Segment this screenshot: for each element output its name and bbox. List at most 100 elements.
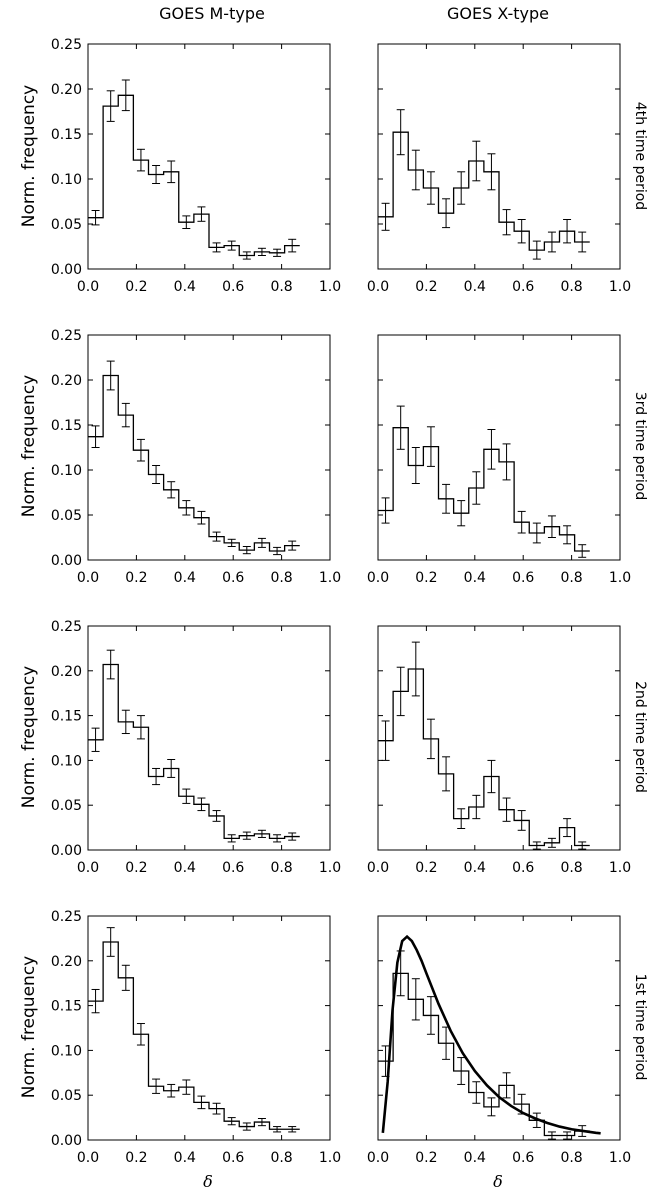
error-bar	[182, 500, 191, 516]
axes-frame	[87, 43, 331, 270]
error-bar	[227, 538, 236, 547]
error-bar	[502, 443, 511, 481]
error-bar	[517, 219, 526, 244]
column-title-m-type: GOES M-type	[159, 4, 265, 23]
error-bar	[396, 405, 405, 450]
xlabel-left: δ	[203, 1172, 213, 1191]
x-tick-label: 0.0	[77, 570, 99, 586]
y-tick-label: 0.20	[51, 82, 82, 98]
error-bar	[227, 240, 236, 251]
ylabel-row-3: Norm. frequency	[19, 666, 39, 808]
x-tick-label: 0.8	[560, 1150, 582, 1166]
error-bar	[257, 829, 266, 838]
error-bar	[487, 1097, 496, 1117]
x-tick-label: 0.8	[270, 860, 292, 876]
panel-7: 0.0 0.2 0.4 0.6 0.8 1.0 0.00 0.05 0.10 0.15 0.20 0.…	[51, 909, 341, 1166]
y-tick-label: 0.05	[51, 798, 82, 814]
x-tick-label: 0.2	[125, 279, 147, 295]
error-bar	[547, 837, 556, 848]
x-tick-label: 1.0	[609, 279, 631, 295]
error-bar	[411, 978, 420, 1021]
axes-frame	[377, 43, 621, 270]
error-bar	[502, 209, 511, 236]
axes-frame	[377, 625, 621, 851]
x-tick-label: 0.8	[270, 279, 292, 295]
x-tick-label: 0.0	[77, 279, 99, 295]
error-bar	[273, 546, 282, 556]
error-bar	[442, 756, 451, 792]
histogram-step	[378, 668, 590, 847]
y-tick-label: 0.05	[51, 508, 82, 524]
error-bar	[91, 988, 100, 1014]
error-bar	[152, 767, 161, 786]
axes-frame	[377, 915, 621, 1141]
error-bar	[442, 483, 451, 514]
ylabel-row-1: Norm. frequency	[19, 85, 39, 227]
x-tick-label: 0.2	[415, 1150, 437, 1166]
x-tick-label: 0.6	[222, 1150, 244, 1166]
x-tick-label: 0.6	[512, 860, 534, 876]
error-bar	[487, 429, 496, 470]
error-bar	[517, 510, 526, 534]
fit-curve	[381, 934, 601, 1135]
x-tick-label: 1.0	[609, 570, 631, 586]
error-bar	[578, 841, 587, 850]
error-bar	[273, 248, 282, 257]
error-bar	[212, 1102, 221, 1115]
error-bar	[121, 709, 130, 735]
panels: 0.0 0.2 0.4 0.6 0.8 1.0 0.00 0.05 0.10 0.15 0.20 0.…	[51, 37, 631, 1166]
error-bar	[487, 153, 496, 191]
error-bar	[411, 641, 420, 697]
error-bar	[396, 666, 405, 717]
x-tick-label: 0.0	[367, 860, 389, 876]
error-bar	[532, 522, 541, 544]
error-bar	[242, 1122, 251, 1131]
error-bar	[381, 497, 390, 524]
error-bar	[152, 165, 161, 184]
error-bar	[167, 759, 176, 778]
axes-frame	[87, 915, 331, 1141]
error-bar	[167, 481, 176, 499]
error-bar	[288, 1126, 297, 1133]
x-tick-label: 0.8	[270, 1150, 292, 1166]
panel-1: 0.0 0.2 0.4 0.6 0.8 1.0 0.00 0.05 0.10 0.15 0.20 0.…	[51, 37, 341, 295]
x-tick-label: 1.0	[319, 1150, 341, 1166]
error-bar	[457, 808, 466, 829]
y-tick-label: 0.25	[51, 619, 82, 635]
error-bar	[121, 79, 130, 112]
y-tick-label: 0.00	[51, 1133, 82, 1149]
error-bar	[472, 471, 481, 505]
error-bar	[212, 531, 221, 542]
x-tick-label: 0.0	[367, 570, 389, 586]
x-tick-label: 0.2	[415, 570, 437, 586]
error-bar	[257, 1117, 266, 1127]
x-tick-label: 0.2	[125, 1150, 147, 1166]
x-tick-label: 0.4	[464, 1150, 486, 1166]
error-bar	[457, 500, 466, 527]
error-bar	[563, 1131, 572, 1140]
axes-frame	[87, 334, 331, 561]
x-tick-label: 0.6	[512, 570, 534, 586]
ylabel-row-4: Norm. frequency	[19, 956, 39, 1098]
error-bar	[136, 438, 145, 462]
x-tick-label: 0.2	[415, 860, 437, 876]
x-tick-label: 1.0	[609, 860, 631, 876]
error-bar	[457, 1057, 466, 1085]
error-bar	[288, 238, 297, 253]
error-bar	[212, 810, 221, 822]
y-tick-label: 0.10	[51, 172, 82, 188]
error-bar	[472, 794, 481, 820]
y-tick-label: 0.00	[51, 553, 82, 569]
error-bar	[547, 515, 556, 538]
error-bar	[442, 198, 451, 229]
error-bar	[426, 996, 435, 1035]
error-bar	[502, 797, 511, 822]
error-bar	[242, 546, 251, 555]
error-bar	[152, 465, 161, 484]
y-tick-label: 0.15	[51, 999, 82, 1015]
error-bar	[106, 649, 115, 680]
error-bar	[197, 1095, 206, 1110]
error-bar	[578, 231, 587, 253]
error-bar	[257, 247, 266, 256]
x-tick-label: 1.0	[319, 279, 341, 295]
